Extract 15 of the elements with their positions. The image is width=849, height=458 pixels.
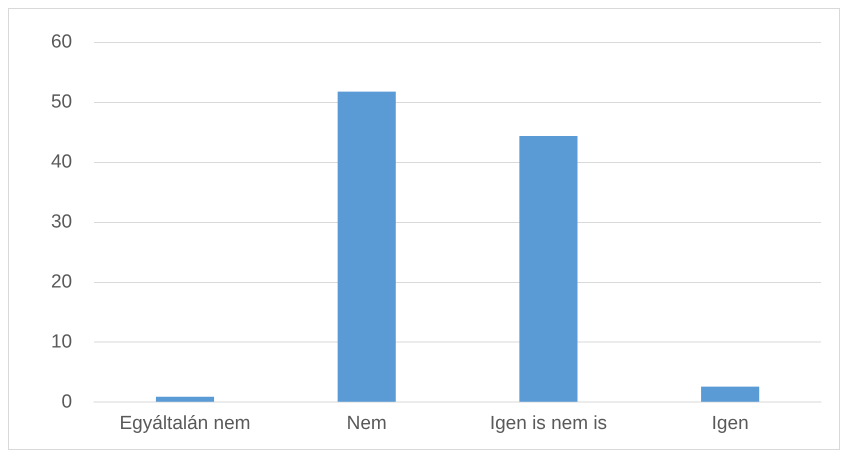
bar — [156, 396, 214, 402]
x-tick-label: Igen is nem is — [490, 412, 608, 434]
y-tick-label: 40 — [50, 152, 72, 173]
bar — [338, 92, 396, 402]
y-tick-label: 0 — [62, 391, 72, 412]
y-tick-label: 50 — [50, 92, 72, 113]
y-tick-label: 20 — [50, 272, 72, 292]
x-tick-label: Egyáltalán nem — [120, 412, 250, 434]
bar — [519, 136, 578, 402]
y-tick-label: 10 — [50, 331, 72, 352]
x-tick-label: Nem — [346, 412, 387, 434]
bar — [701, 386, 760, 402]
x-tick-label: Igen — [712, 412, 749, 434]
y-tick-label: 60 — [50, 32, 72, 53]
y-tick-label: 30 — [50, 212, 72, 233]
